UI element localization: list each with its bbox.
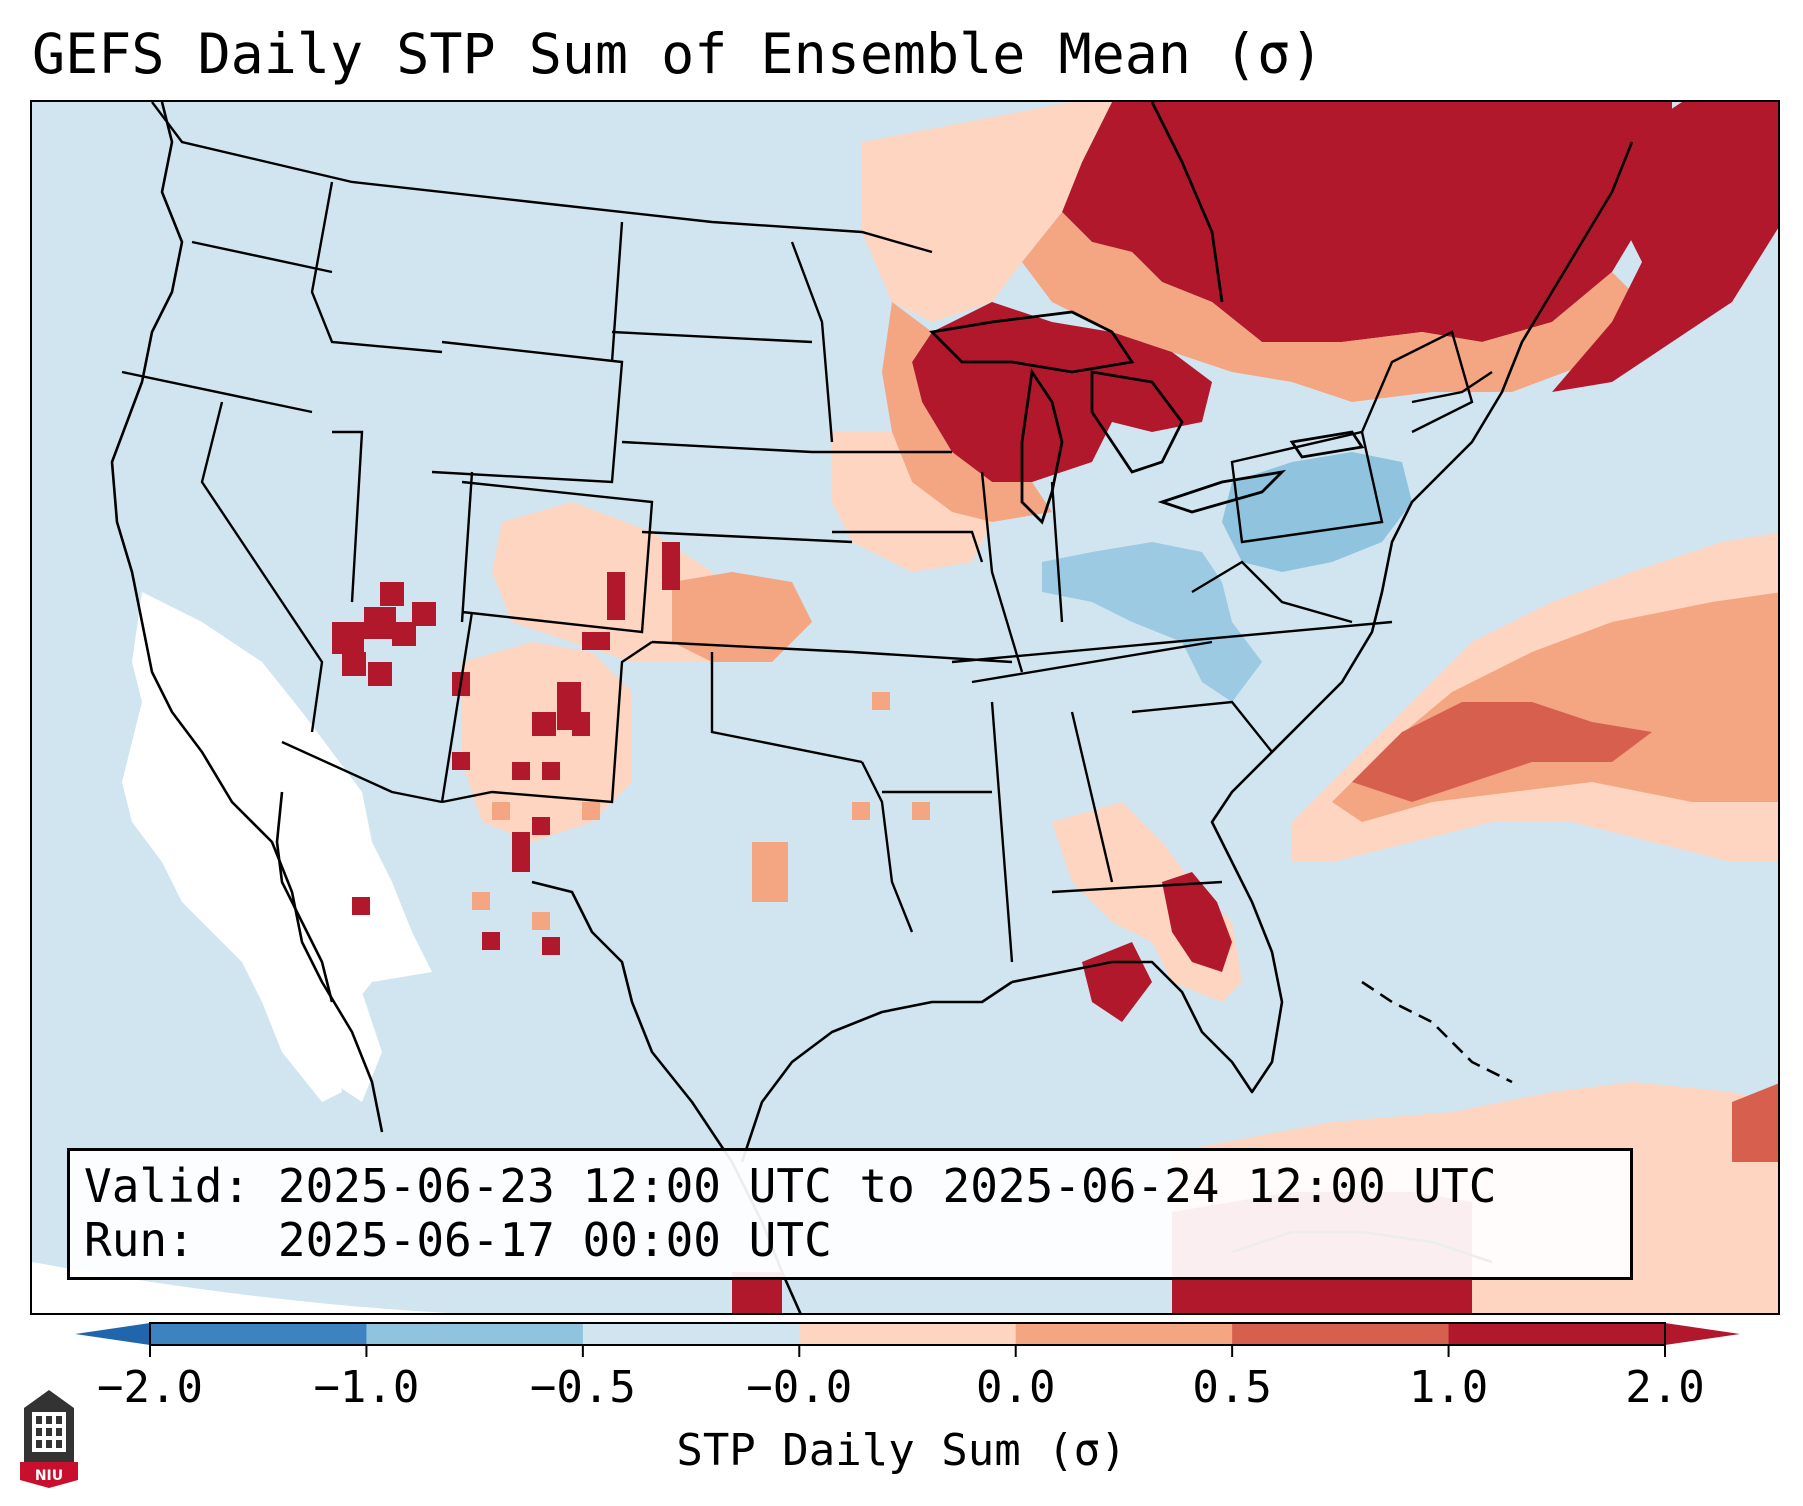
border-ms-al — [990, 701, 1014, 963]
lake-erie — [1157, 469, 1287, 514]
colorbar-outline — [149, 1322, 1666, 1346]
coastline-bahamas — [1361, 980, 1513, 1084]
border-al-ga — [1070, 711, 1114, 883]
great-lakes-layer — [929, 102, 1365, 525]
colorbar-tick-label: −0.5 — [529, 1362, 636, 1413]
border-mt-nd — [610, 221, 624, 363]
border-canada-us — [151, 102, 933, 254]
data-field-background — [32, 102, 1778, 1313]
university-logo: NIU — [20, 1390, 78, 1488]
coastline-baja — [275, 791, 334, 1003]
hudson-bay-shore — [1150, 102, 1224, 303]
colorbar-segment — [150, 1323, 367, 1345]
colorbar-tick-label: −1.0 — [313, 1362, 420, 1413]
border-ne-ks — [641, 530, 853, 544]
colorbar-tick-label: 0.5 — [1192, 1362, 1272, 1413]
lake-superior — [929, 310, 1135, 374]
strong-positive-great-lakes — [912, 302, 1212, 482]
colorbar-tick-label: 2.0 — [1625, 1362, 1705, 1413]
coastline-texas — [740, 980, 1013, 1163]
border-ok-tx — [710, 652, 863, 764]
border-oh-in — [1050, 481, 1064, 623]
positive-ring-great-lakes — [882, 302, 1052, 522]
colorbar-label: STP Daily Sum (σ) — [676, 1425, 1127, 1476]
colorbar-tick-label: 1.0 — [1408, 1362, 1489, 1413]
valid-range: 2025-06-23 12:00 UTC to 2025-06-24 12:00… — [277, 1159, 1497, 1213]
border-co — [461, 480, 654, 634]
border-az-nm — [440, 611, 474, 803]
university-tower-icon: NIU — [20, 1390, 78, 1488]
map-panel — [30, 100, 1780, 1315]
border-mo-ar — [851, 650, 1013, 664]
colorbar-segment — [582, 1323, 800, 1345]
border-ks-ok — [651, 640, 853, 654]
weak-positive-canada-north — [862, 102, 1112, 322]
strong-positive-cells-southwest — [332, 542, 680, 955]
border-ny — [1360, 330, 1474, 434]
colorbar-segment — [799, 1323, 1017, 1345]
border-va-wv — [1191, 560, 1353, 624]
border-wa-or — [191, 240, 333, 274]
colorbar-segment — [1448, 1323, 1666, 1345]
border-nd-sd — [611, 330, 813, 344]
coastline-gulf-florida — [1011, 141, 1634, 1094]
border-nm-tx — [441, 641, 653, 804]
positive-cells-southwest — [472, 692, 930, 930]
lake-ontario — [1289, 430, 1365, 459]
border-ia-mo — [832, 530, 984, 563]
positive-ring-canada — [1022, 212, 1652, 402]
logo-text: NIU — [35, 1468, 63, 1484]
coastline-pacific — [110, 102, 384, 1133]
valid-label: Valid: — [84, 1159, 251, 1213]
border-ma-ny — [1411, 371, 1493, 404]
positive-region-atlantic-strong — [1352, 702, 1652, 802]
border-az-south — [281, 740, 443, 804]
state-border-layer — [121, 102, 1493, 963]
border-nc-sc — [1131, 700, 1273, 753]
validity-info-box: Valid: 2025-06-23 12:00 UTC to 2025-06-2… — [67, 1148, 1633, 1280]
border-ky-tn — [971, 640, 1213, 684]
projection-edge — [32, 1262, 450, 1313]
border-pa — [1230, 430, 1384, 544]
map-canvas — [32, 102, 1778, 1313]
lake-huron — [1090, 370, 1184, 474]
positive-cell-yucatan — [732, 1272, 782, 1313]
border-il — [980, 471, 1024, 673]
run-label: Run: — [84, 1213, 195, 1267]
border-id-mt — [310, 181, 443, 354]
colorbar-extend-max — [1665, 1323, 1740, 1345]
border-tx-la — [860, 761, 914, 933]
colorbar-tick-label: −2.0 — [97, 1362, 203, 1413]
border-nv-ut — [332, 430, 364, 603]
page-title: GEFS Daily STP Sum of Ensemble Mean (σ) — [32, 22, 1324, 86]
positive-cell-hispaniola — [1732, 1083, 1778, 1162]
colorbar-tick-label: −0.0 — [746, 1362, 853, 1413]
border-ut-co — [460, 471, 474, 623]
border-tn — [951, 620, 1393, 664]
border-mn-east — [790, 241, 834, 443]
positive-cluster-kansas — [672, 572, 812, 662]
lake-michigan — [1020, 368, 1064, 525]
weak-positive-upper-midwest — [832, 432, 992, 572]
colorbar-extend-min — [75, 1323, 150, 1345]
strong-positive-florida — [1162, 872, 1232, 972]
strong-positive-canada — [1062, 102, 1672, 342]
negative-region-pennsylvania — [1222, 452, 1412, 572]
colorbar-segment — [366, 1323, 584, 1345]
colorbar-segment — [1015, 1323, 1233, 1345]
border-or-ca — [121, 370, 313, 414]
run-time: 2025-06-17 00:00 UTC — [277, 1213, 832, 1267]
positive-canada-east — [1552, 102, 1778, 392]
border-wy — [431, 340, 624, 484]
border-sd-ne — [621, 440, 813, 454]
colorbar-segment — [1232, 1323, 1450, 1345]
border-ga-fl — [1051, 880, 1223, 894]
colorbar-tick-label: 0.0 — [975, 1362, 1056, 1413]
border-ca-nv — [200, 401, 324, 733]
